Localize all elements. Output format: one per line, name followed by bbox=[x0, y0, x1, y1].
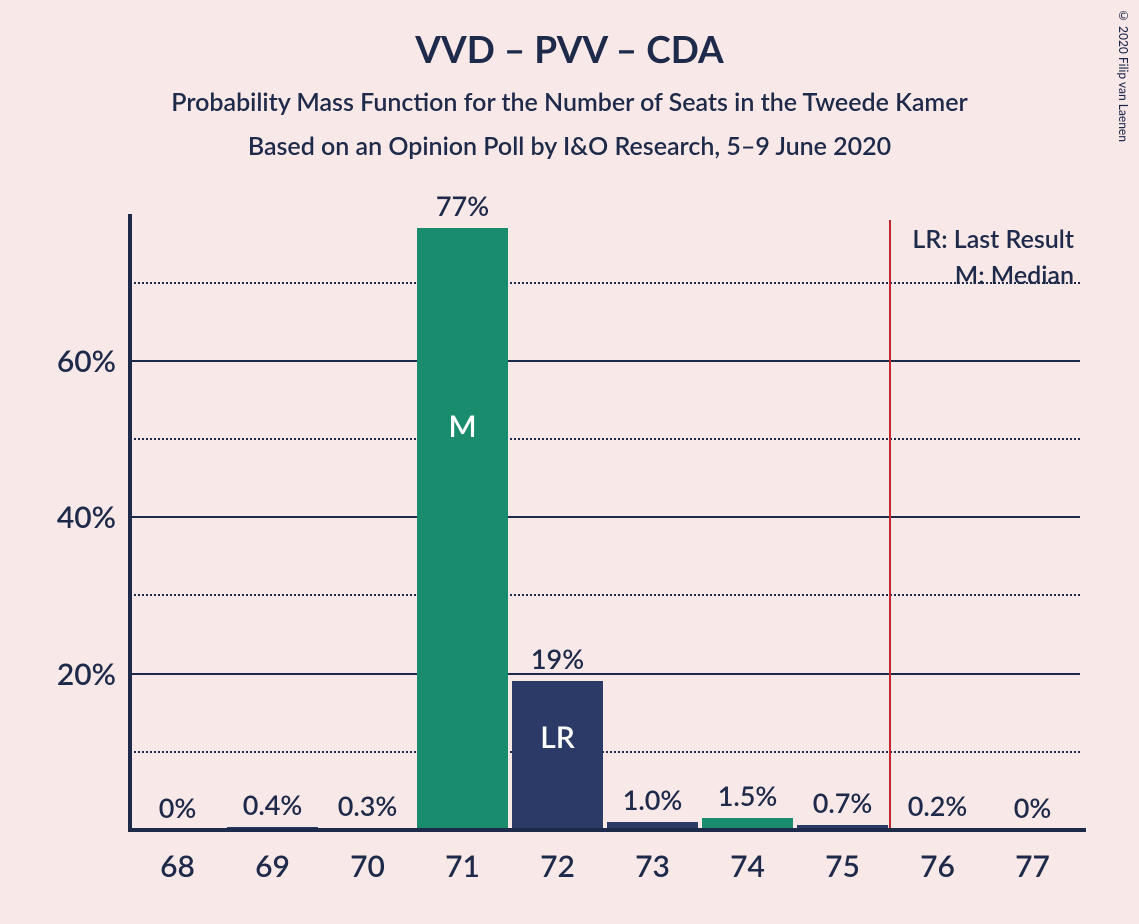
gridline-minor bbox=[130, 438, 1080, 440]
bar-value-label: 0% bbox=[159, 791, 197, 824]
bar-value-label: 0.7% bbox=[813, 786, 873, 819]
x-tick-label: 74 bbox=[730, 830, 765, 884]
x-axis bbox=[128, 828, 1086, 832]
y-tick-label: 20% bbox=[57, 656, 130, 692]
x-tick-label: 70 bbox=[350, 830, 385, 884]
bar-marker: M bbox=[448, 408, 476, 444]
gridline-major bbox=[130, 516, 1080, 518]
bar-value-label: 0.2% bbox=[908, 789, 968, 822]
legend-item: LR: Last Result bbox=[912, 224, 1074, 254]
bar-value-label: 19% bbox=[531, 642, 584, 675]
bar-value-label: 77% bbox=[436, 189, 489, 222]
y-tick-label: 40% bbox=[57, 499, 130, 535]
x-tick-label: 69 bbox=[255, 830, 290, 884]
x-tick-label: 72 bbox=[540, 830, 575, 884]
chart-subtitle-1: Probability Mass Function for the Number… bbox=[0, 71, 1139, 117]
gridline-major bbox=[130, 360, 1080, 362]
chart-title: VVD – PVV – CDA bbox=[0, 0, 1139, 71]
legend: LR: Last Result M: Median bbox=[912, 224, 1074, 296]
y-axis bbox=[128, 214, 132, 830]
bar-marker: LR bbox=[540, 719, 575, 755]
bar-value-label: 0.4% bbox=[243, 788, 303, 821]
bar-value-label: 1.0% bbox=[623, 783, 683, 816]
bar-value-label: 0.3% bbox=[338, 789, 398, 822]
y-tick-label: 60% bbox=[57, 343, 130, 379]
x-tick-label: 73 bbox=[635, 830, 670, 884]
gridline-major bbox=[130, 673, 1080, 675]
bar-value-label: 0% bbox=[1014, 791, 1052, 824]
bar bbox=[512, 681, 603, 830]
copyright-text: © 2020 Filip van Laenen bbox=[1116, 8, 1131, 142]
x-tick-label: 68 bbox=[160, 830, 195, 884]
gridline-minor bbox=[130, 594, 1080, 596]
chart-plot-area: 20%40%60%0%0.4%0.3%77%M19%LR1.0%1.5%0.7%… bbox=[130, 220, 1080, 830]
bar-value-label: 1.5% bbox=[718, 779, 778, 812]
chart-subtitle-2: Based on an Opinion Poll by I&O Research… bbox=[0, 117, 1139, 161]
x-tick-label: 76 bbox=[920, 830, 955, 884]
x-tick-label: 71 bbox=[445, 830, 480, 884]
x-tick-label: 77 bbox=[1015, 830, 1050, 884]
gridline-minor bbox=[130, 751, 1080, 753]
legend-item: M: Median bbox=[912, 260, 1074, 290]
majority-line bbox=[889, 220, 891, 830]
bar bbox=[417, 228, 508, 830]
x-tick-label: 75 bbox=[825, 830, 860, 884]
